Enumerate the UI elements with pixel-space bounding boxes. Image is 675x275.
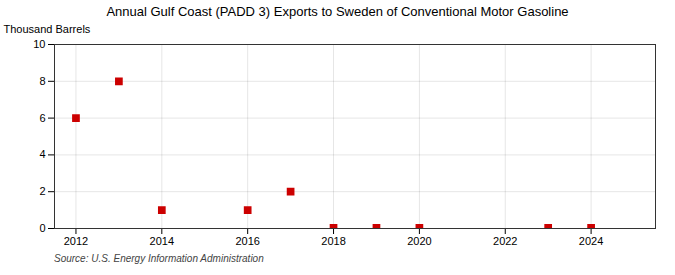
svg-text:2016: 2016 — [235, 235, 259, 247]
svg-text:2018: 2018 — [321, 235, 345, 247]
svg-text:2024: 2024 — [579, 235, 603, 247]
svg-text:2: 2 — [39, 185, 45, 197]
html-text:Source: U.S. Energy Informatio: Source: U.S. Energy Information Administ… — [54, 253, 264, 264]
html-text:Annual Gulf Coast (PADD 3) Exp: Annual Gulf Coast (PADD 3) Exports to Sw… — [106, 4, 569, 19]
svg-text:8: 8 — [39, 75, 45, 87]
svg-text:2012: 2012 — [64, 235, 88, 247]
svg-text:Thousand Barrels: Thousand Barrels — [4, 23, 91, 35]
svg-text:2020: 2020 — [407, 235, 431, 247]
svg-text:0: 0 — [39, 222, 45, 234]
svg-text:2014: 2014 — [150, 235, 174, 247]
svg-text:4: 4 — [39, 148, 45, 160]
svg-text:10: 10 — [33, 38, 45, 50]
svg-text:2022: 2022 — [493, 235, 517, 247]
svg-text:6: 6 — [39, 112, 45, 124]
